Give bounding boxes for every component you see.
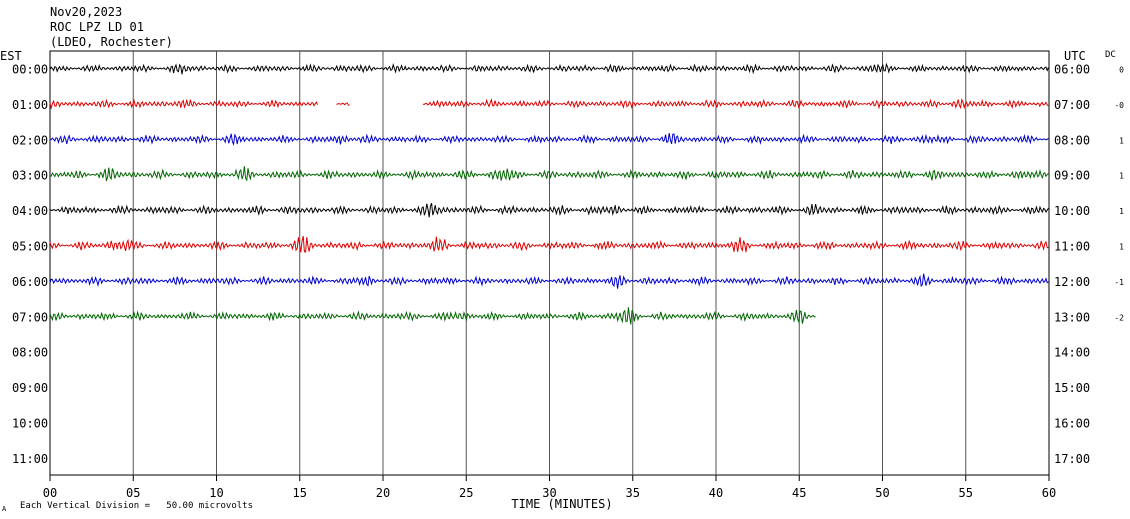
dc-label: DC <box>1105 50 1116 60</box>
row-label-left: 05:00 <box>12 240 48 254</box>
row-dc-offset: -1 <box>1114 278 1124 287</box>
x-axis-title: TIME (MINUTES) <box>511 497 612 511</box>
right-timezone-label: UTC <box>1064 49 1086 63</box>
trace-rows <box>49 62 1049 325</box>
date-label: Nov20,2023 <box>50 5 122 19</box>
row-label-left: 09:00 <box>12 381 48 395</box>
row-label-left: 08:00 <box>12 346 48 360</box>
row-label-left: 01:00 <box>12 98 48 112</box>
row-label-right: 07:00 <box>1054 98 1090 112</box>
row-labels: 00:00 06:00 0 01:00 07:00 -0 02:00 08:00 1 03:00 0… <box>12 63 1124 466</box>
seismic-trace-0100 <box>336 102 350 106</box>
row-label-right: 10:00 <box>1054 204 1090 218</box>
row-label-left: 06:00 <box>12 275 48 289</box>
row-label-right: 12:00 <box>1054 275 1090 289</box>
minute-gridlines <box>132 51 967 475</box>
x-tick-label: 20 <box>376 486 390 500</box>
network-label: (LDEO, Rochester) <box>50 35 173 49</box>
row-label-left: 07:00 <box>12 310 48 324</box>
x-tick-label: 60 <box>1042 486 1056 500</box>
row-label-right: 14:00 <box>1054 346 1090 360</box>
station-label: ROC LPZ LD 01 <box>50 20 144 34</box>
row-label-right: 11:00 <box>1054 240 1090 254</box>
row-dc-offset: -2 <box>1114 313 1124 322</box>
seismic-trace-0600 <box>49 273 1049 289</box>
row-label-left: 04:00 <box>12 204 48 218</box>
x-axis-ticks: 00 05 10 15 20 25 30 35 40 45 50 55 60 <box>43 475 1056 500</box>
row-label-left: 10:00 <box>12 417 48 431</box>
row-label-left: 02:00 <box>12 133 48 147</box>
row-label-right: 13:00 <box>1054 310 1090 324</box>
row-label-left: 00:00 <box>12 63 48 77</box>
seismic-trace-0000 <box>49 62 1049 75</box>
row-label-left: 03:00 <box>12 169 48 183</box>
x-tick-label: 40 <box>709 486 723 500</box>
seismic-trace-0400 <box>49 202 1049 218</box>
footer-scale-note: Each Vertical Division = 50.00 microvolt… <box>20 501 253 511</box>
row-dc-offset: 1 <box>1119 207 1124 216</box>
row-dc-offset: 1 <box>1119 243 1124 252</box>
x-tick-label: 45 <box>792 486 806 500</box>
row-dc-offset: 1 <box>1119 136 1124 145</box>
x-tick-label: 15 <box>293 486 307 500</box>
x-tick-label: 50 <box>875 486 889 500</box>
row-dc-offset: -0 <box>1114 101 1124 110</box>
row-label-right: 06:00 <box>1054 63 1090 77</box>
x-tick-label: 05 <box>126 486 140 500</box>
x-tick-label: 10 <box>209 486 223 500</box>
seismic-trace-0500 <box>49 235 1049 253</box>
left-timezone-label: EST <box>0 49 22 63</box>
row-label-right: 08:00 <box>1054 133 1090 147</box>
x-tick-label: 25 <box>459 486 473 500</box>
row-label-right: 15:00 <box>1054 381 1090 395</box>
footer-mark: A <box>2 505 7 513</box>
row-label-left: 11:00 <box>12 452 48 466</box>
x-tick-label: 35 <box>626 486 640 500</box>
row-label-right: 16:00 <box>1054 417 1090 431</box>
x-tick-label: 30 <box>542 486 556 500</box>
seismic-trace-0200 <box>49 132 1049 146</box>
x-tick-label: 00 <box>43 486 57 500</box>
seismic-trace-0100 <box>422 98 1049 110</box>
x-tick-label: 55 <box>959 486 973 500</box>
row-label-right: 09:00 <box>1054 169 1090 183</box>
row-dc-offset: 0 <box>1119 66 1124 75</box>
seismic-trace-0100 <box>49 98 319 110</box>
seismic-trace-0300 <box>49 166 1049 182</box>
seismic-trace-0700 <box>49 307 816 325</box>
row-dc-offset: 1 <box>1119 172 1124 181</box>
row-label-right: 17:00 <box>1054 452 1090 466</box>
